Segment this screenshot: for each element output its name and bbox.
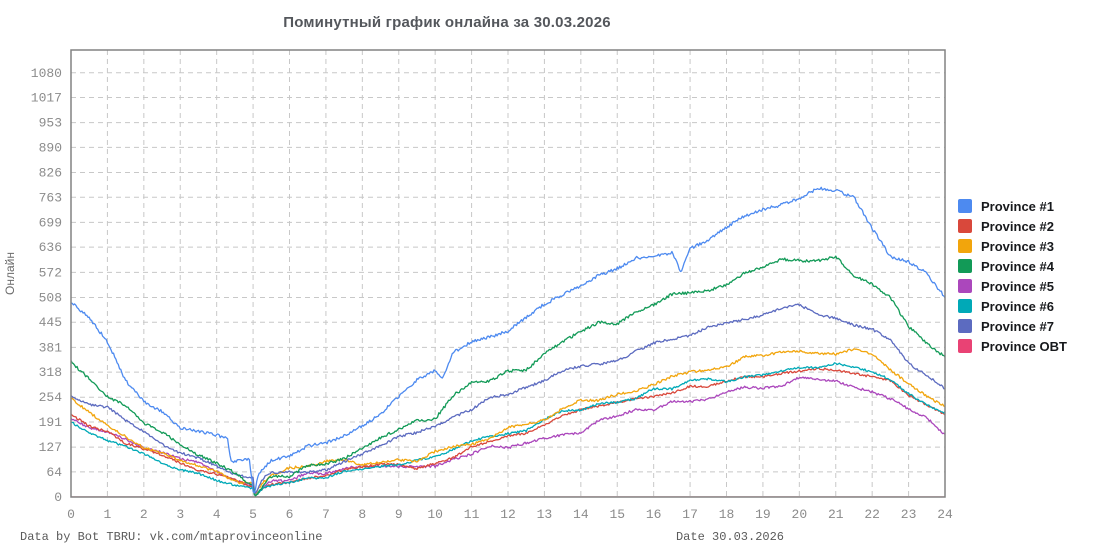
x-tick-label: 7	[322, 507, 330, 522]
x-tick-label: 15	[609, 507, 625, 522]
legend-label: Province #3	[981, 238, 1054, 254]
series-line-province-6	[71, 362, 945, 496]
x-tick-label: 9	[395, 507, 403, 522]
legend-row: Province #2	[958, 216, 1067, 236]
x-tick-label: 0	[67, 507, 75, 522]
x-tick-label: 16	[646, 507, 662, 522]
y-tick-label: 318	[39, 365, 62, 380]
legend-swatch	[958, 319, 972, 333]
legend-row: Province #6	[958, 296, 1067, 316]
x-tick-label: 24	[937, 507, 953, 522]
y-tick-label: 699	[39, 215, 62, 230]
x-tick-label: 14	[573, 507, 589, 522]
series-line-province-2	[71, 367, 945, 497]
x-tick-label: 2	[140, 507, 148, 522]
legend-label: Province #6	[981, 298, 1054, 314]
legend-label: Province #4	[981, 258, 1054, 274]
x-tick-label: 5	[249, 507, 257, 522]
x-tick-label: 21	[828, 507, 844, 522]
series-line-province-7	[71, 303, 945, 494]
legend: Province #1 Province #2 Province #3 Prov…	[958, 196, 1067, 356]
y-tick-label: 191	[39, 415, 63, 430]
x-tick-label: 23	[901, 507, 917, 522]
series-line-province-1	[71, 186, 945, 494]
legend-label: Province #7	[981, 318, 1054, 334]
y-tick-label: 763	[39, 190, 62, 205]
y-tick-label: 445	[39, 315, 62, 330]
series-line-province-3	[71, 348, 945, 495]
legend-row: Province #4	[958, 256, 1067, 276]
legend-swatch	[958, 219, 972, 233]
legend-label: Province #5	[981, 278, 1054, 294]
legend-swatch	[958, 259, 972, 273]
y-tick-label: 64	[46, 465, 62, 480]
legend-row: Province #3	[958, 236, 1067, 256]
legend-swatch	[958, 239, 972, 253]
y-tick-label: 826	[39, 166, 62, 181]
legend-swatch	[958, 339, 972, 353]
y-tick-label: 508	[39, 290, 62, 305]
y-tick-label: 890	[39, 140, 62, 155]
y-tick-label: 127	[39, 440, 62, 455]
x-tick-label: 4	[213, 507, 221, 522]
legend-swatch	[958, 199, 972, 213]
date-note: Date 30.03.2026	[675, 530, 785, 544]
x-tick-label: 8	[358, 507, 366, 522]
legend-label: Province #2	[981, 218, 1054, 234]
x-tick-label: 12	[500, 507, 516, 522]
y-tick-label: 1080	[31, 66, 62, 81]
x-tick-label: 10	[427, 507, 443, 522]
y-tick-label: 953	[39, 116, 62, 131]
y-tick-label: 254	[39, 390, 63, 405]
legend-label: Province #1	[981, 198, 1054, 214]
y-tick-label: 636	[39, 240, 62, 255]
x-tick-label: 20	[792, 507, 808, 522]
legend-swatch	[958, 279, 972, 293]
legend-swatch	[958, 299, 972, 313]
y-tick-label: 381	[39, 340, 63, 355]
y-tick-label: 0	[54, 490, 62, 505]
series-line-province-4	[71, 255, 945, 497]
x-tick-label: 1	[104, 507, 112, 522]
legend-label: Province OBT	[981, 338, 1067, 354]
x-tick-label: 19	[755, 507, 771, 522]
x-tick-label: 13	[537, 507, 553, 522]
legend-row: Province #5	[958, 276, 1067, 296]
y-tick-label: 1017	[31, 91, 62, 106]
x-tick-label: 6	[286, 507, 294, 522]
legend-row: Province #7	[958, 316, 1067, 336]
y-axis-label: Онлайн	[3, 252, 17, 295]
x-tick-label: 11	[464, 507, 480, 522]
x-tick-label: 3	[176, 507, 184, 522]
y-tick-label: 572	[39, 265, 62, 280]
plot-border	[70, 49, 946, 498]
legend-row: Province OBT	[958, 336, 1067, 356]
chart-title: Поминутный график онлайна за 30.03.2026	[283, 14, 611, 31]
legend-row: Province #1	[958, 196, 1067, 216]
x-tick-label: 17	[682, 507, 698, 522]
data-source-note: Data by Bot TBRU: vk.com/mtaprovinceonli…	[20, 530, 323, 544]
x-tick-label: 18	[719, 507, 735, 522]
x-tick-label: 22	[864, 507, 880, 522]
